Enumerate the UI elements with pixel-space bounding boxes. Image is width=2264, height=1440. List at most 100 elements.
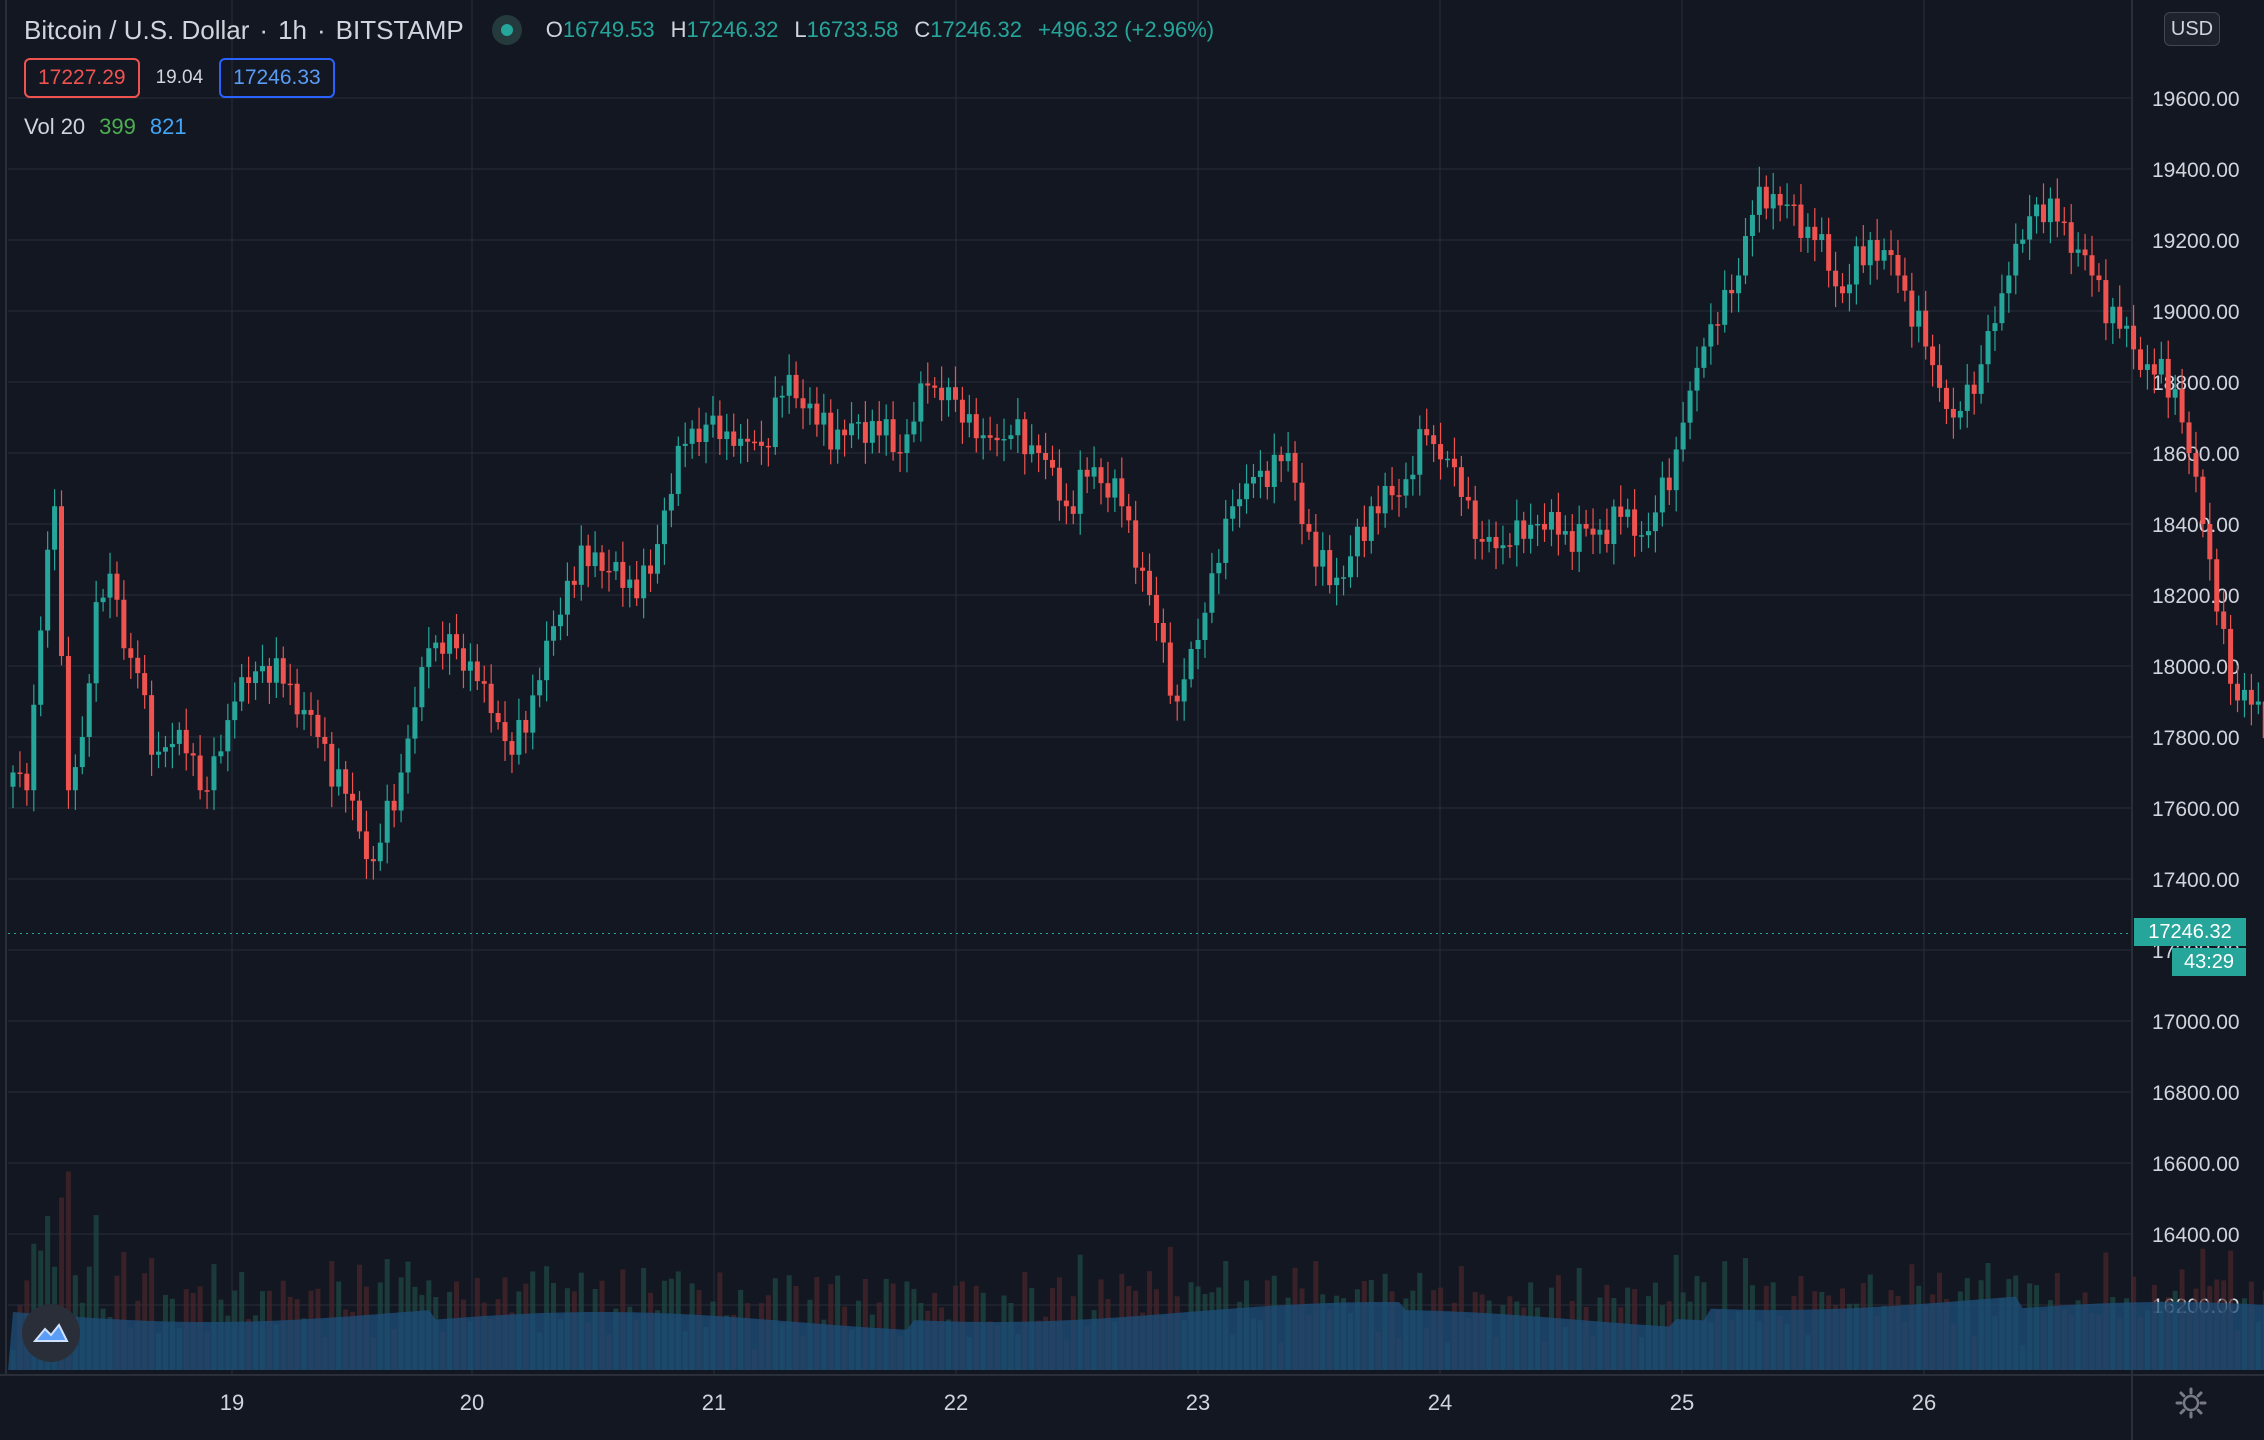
y-tick-label: 18400.00 [2152, 514, 2240, 537]
candle-body [1133, 520, 1139, 568]
candle-body [648, 565, 654, 574]
candle-body [2006, 275, 2012, 294]
candle-body [1930, 346, 1936, 366]
currency-button[interactable]: USD [2164, 12, 2220, 46]
buy-button[interactable]: 17246.33 [219, 58, 335, 98]
candle-body [1743, 236, 1748, 276]
candle-body [114, 573, 120, 600]
candle-body [1604, 529, 1610, 545]
volume-bar [883, 1279, 889, 1370]
candle-body [1403, 479, 1409, 496]
candle-body [45, 549, 51, 631]
candle-body [1244, 483, 1250, 500]
candle-body [447, 634, 453, 654]
candle-body [1902, 275, 1908, 291]
candle-body [239, 677, 245, 702]
candle-body [10, 772, 16, 787]
candle-body [1597, 529, 1603, 535]
candle-body [2096, 275, 2102, 281]
candle-body [2228, 628, 2234, 684]
candle-body [1486, 536, 1492, 542]
candle-body [218, 751, 224, 757]
candle-body [72, 767, 78, 791]
candle-body [1867, 240, 1873, 266]
candle-body [1465, 496, 1471, 501]
volume-value: 399 [99, 114, 136, 139]
candle-body [1098, 467, 1104, 484]
candle-body [1548, 512, 1554, 530]
candle-body [1729, 289, 1735, 294]
candle-body [1687, 390, 1693, 423]
candle-body [1840, 286, 1846, 294]
candle-body [1063, 500, 1069, 507]
candle-body [329, 743, 335, 787]
candle-body [682, 443, 688, 446]
x-tick-label: 23 [1186, 1390, 1210, 1415]
candle-body [1992, 323, 1998, 332]
candle-body [1673, 449, 1679, 491]
candle-body [2186, 422, 2192, 454]
candle-body [481, 681, 487, 684]
candle-body [2089, 255, 2095, 276]
candle-body [1278, 454, 1284, 462]
volume-legend[interactable]: Vol 20 399 821 [24, 114, 1214, 140]
candle-body [1888, 250, 1894, 256]
candle-body [1195, 639, 1201, 650]
candle-body [377, 842, 383, 862]
candle-body [1853, 246, 1859, 285]
candle-body [1285, 453, 1291, 462]
candle-body [1971, 384, 1977, 394]
candle-body [1237, 499, 1243, 507]
candle-body [2221, 611, 2227, 629]
candle-body [571, 580, 577, 585]
market-status-icon[interactable] [491, 15, 522, 45]
candle-body [246, 677, 252, 684]
chart-legend: Bitcoin / U.S. Dollar · 1h · BITSTAMP O1… [24, 12, 1214, 140]
symbol-name[interactable]: Bitcoin / U.S. Dollar [24, 14, 250, 45]
candle-body [204, 790, 210, 792]
candle-body [1819, 234, 1825, 240]
candle-body [1202, 612, 1208, 640]
candle-body [121, 599, 127, 649]
x-tick-label: 22 [944, 1390, 968, 1415]
candle-body [1791, 204, 1797, 206]
interval-label[interactable]: 1h [278, 14, 307, 45]
y-tick-label: 19200.00 [2152, 230, 2240, 253]
volume-bar [862, 1278, 868, 1370]
candle-body [1916, 310, 1922, 327]
candle-body [2193, 453, 2199, 477]
settings-gear-icon[interactable] [2174, 1386, 2208, 1420]
volume-bar [149, 1258, 155, 1370]
candle-body [564, 580, 570, 615]
candle-body [1625, 509, 1631, 517]
candle-body [2082, 249, 2088, 256]
sell-button[interactable]: 17227.29 [24, 58, 140, 98]
candle-body [488, 683, 494, 714]
volume-bar [1022, 1272, 1028, 1370]
candle-body [1174, 695, 1180, 702]
candle-body [1022, 419, 1028, 455]
candle-body [876, 421, 882, 436]
candle-body [253, 671, 259, 684]
tradingview-logo-icon[interactable] [22, 1304, 80, 1362]
candle-body [107, 573, 113, 598]
candle-body [1999, 293, 2005, 324]
candle-body [2131, 325, 2137, 350]
candle-body [2200, 476, 2206, 524]
candle-body [1985, 331, 1991, 365]
volume-bar [65, 1171, 71, 1370]
candle-body [2020, 239, 2026, 244]
candle-body [52, 506, 58, 550]
candle-body [959, 399, 965, 423]
candle-body [2117, 306, 2123, 329]
candle-body [1209, 573, 1215, 613]
candle-body [79, 737, 85, 768]
volume-bar [814, 1277, 820, 1370]
candle-body [557, 614, 563, 627]
candle-body [1632, 509, 1638, 536]
x-tick-label: 26 [1912, 1390, 1936, 1415]
candle-body [294, 683, 300, 715]
candle-body [731, 431, 737, 446]
